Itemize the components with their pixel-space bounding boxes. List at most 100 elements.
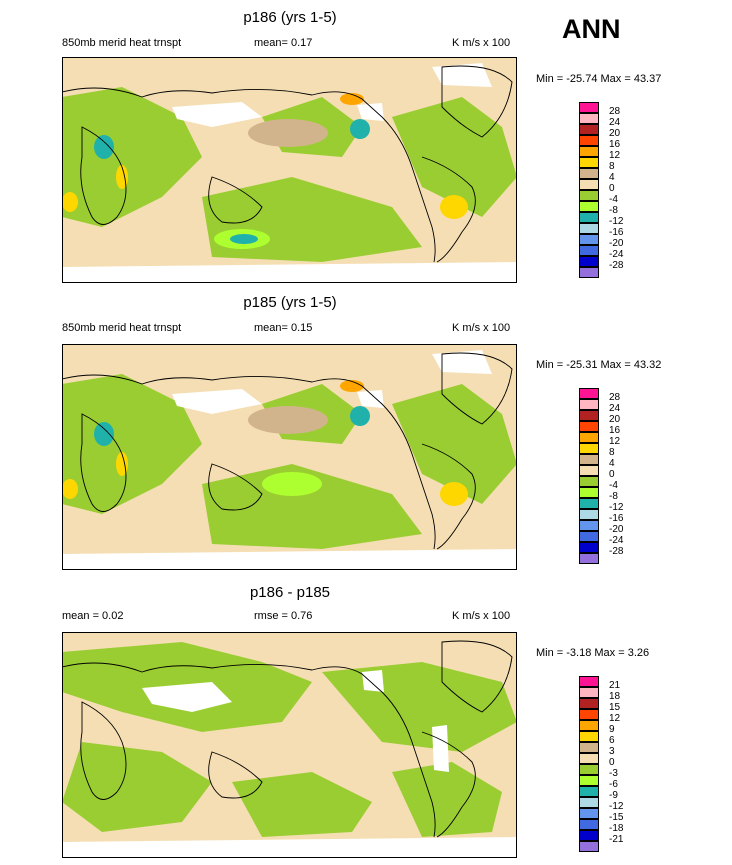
colorbar-box	[579, 830, 599, 841]
field-teal	[94, 135, 114, 159]
panel-1-minmax: Min = -25.74 Max = 43.37	[536, 73, 662, 85]
colorbar-box	[579, 267, 599, 278]
colorbar-box	[579, 775, 599, 786]
colorbar-label: 0	[609, 757, 615, 768]
panel-1-map	[62, 57, 517, 283]
colorbar-box	[579, 698, 599, 709]
colorbar-label: 0	[609, 183, 615, 194]
field-positive	[248, 119, 328, 147]
panel-3-units: K m/s x 100	[452, 610, 511, 622]
colorbar-box	[579, 223, 599, 234]
coastline	[208, 751, 263, 799]
colorbar-label: -4	[609, 480, 618, 491]
panel-3-map	[62, 632, 517, 858]
coastline	[80, 701, 127, 800]
field-positive	[340, 93, 364, 105]
coastline	[80, 126, 127, 225]
colorbar-label: 28	[609, 392, 621, 403]
field-teal	[350, 406, 370, 426]
missing-data	[362, 670, 384, 692]
colorbar-label: 18	[609, 691, 621, 702]
colorbar-box	[579, 520, 599, 531]
colorbar-label: 15	[609, 702, 621, 713]
colorbar-label: 24	[609, 117, 621, 128]
colorbar-label: 4	[609, 458, 615, 469]
coastline	[208, 176, 263, 224]
field-negative	[62, 87, 202, 227]
colorbar-label: 0	[609, 469, 615, 480]
colorbar-box	[579, 234, 599, 245]
colorbar-label: -16	[609, 227, 624, 238]
coastline	[421, 156, 476, 263]
panel-3-colorbar	[579, 676, 599, 852]
missing-data	[62, 837, 517, 858]
coastline	[80, 413, 127, 512]
field-teal	[94, 422, 114, 446]
colorbar-label: 28	[609, 106, 621, 117]
missing-data	[357, 390, 384, 408]
field-positive	[440, 482, 468, 506]
panel-2-variable: 850mb merid heat trnspt	[62, 322, 182, 334]
field-positive	[62, 479, 78, 499]
colorbar-box	[579, 841, 599, 852]
missing-data	[62, 549, 517, 570]
field-negative	[232, 772, 372, 837]
colorbar-label: 20	[609, 414, 621, 425]
colorbar-box	[579, 190, 599, 201]
colorbar-label: 8	[609, 161, 615, 172]
colorbar-box	[579, 102, 599, 113]
colorbar-box	[579, 731, 599, 742]
colorbar-label: 9	[609, 724, 615, 735]
panel-3-rmse: rmse = 0.76	[254, 610, 313, 622]
map-frame	[62, 632, 517, 858]
map-frame	[62, 57, 517, 283]
colorbar-label: 6	[609, 735, 615, 746]
colorbar-box	[579, 146, 599, 157]
colorbar-box	[579, 454, 599, 465]
map-frame	[62, 344, 517, 570]
coastline	[441, 352, 513, 425]
panel-2-colorbar	[579, 388, 599, 564]
colorbar-label: -8	[609, 205, 618, 216]
colorbar-box	[579, 742, 599, 753]
field-negative	[62, 374, 202, 514]
missing-data	[172, 389, 262, 414]
field-negative	[392, 384, 517, 504]
colorbar-box	[579, 531, 599, 542]
colorbar-box	[579, 687, 599, 698]
panel-2-map	[62, 344, 517, 570]
missing-data	[357, 103, 384, 121]
colorbar-box	[579, 553, 599, 564]
colorbar-box	[579, 465, 599, 476]
missing-data	[432, 63, 492, 87]
panel-3-minmax: Min = -3.18 Max = 3.26	[536, 647, 650, 659]
field-positive	[248, 406, 328, 434]
colorbar-box	[579, 113, 599, 124]
colorbar-label: 20	[609, 128, 621, 139]
colorbar-box	[579, 432, 599, 443]
missing-data	[62, 262, 517, 283]
colorbar-label: 3	[609, 746, 615, 757]
colorbar-label: 4	[609, 172, 615, 183]
field-positive	[340, 380, 364, 392]
colorbar-label: -12	[609, 801, 624, 812]
colorbar-label: -16	[609, 513, 624, 524]
field-positive	[116, 165, 128, 189]
colorbar-label: -24	[609, 535, 624, 546]
colorbar-box	[579, 476, 599, 487]
colorbar-box	[579, 786, 599, 797]
field-negative	[202, 464, 422, 549]
field-negative	[392, 97, 517, 217]
colorbar-label: -4	[609, 194, 618, 205]
colorbar-box	[579, 709, 599, 720]
colorbar-label: -28	[609, 260, 624, 271]
colorbar-label: 16	[609, 139, 621, 150]
colorbar-box	[579, 421, 599, 432]
missing-data	[172, 102, 262, 127]
field-negative	[392, 762, 502, 837]
panel-2-mean: mean= 0.15	[254, 322, 313, 334]
coastline	[421, 443, 476, 550]
colorbar-box	[579, 212, 599, 223]
panel-1-colorbar	[579, 102, 599, 278]
field-positive	[440, 195, 468, 219]
